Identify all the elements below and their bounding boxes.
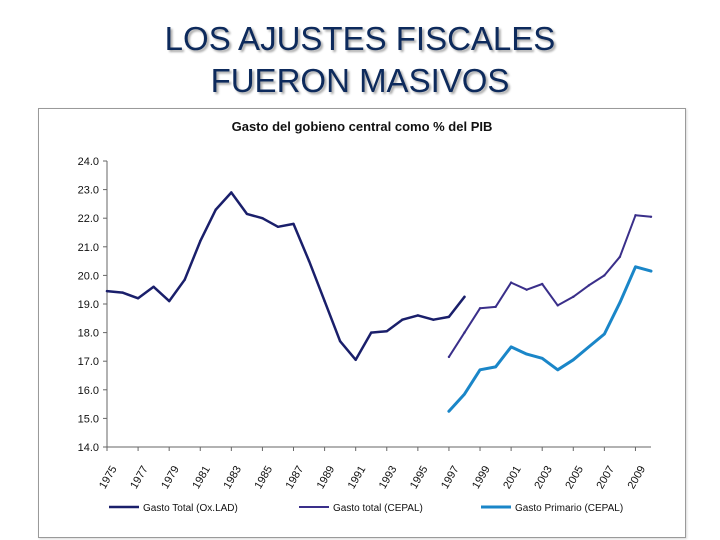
- data-point: [463, 392, 466, 396]
- y-tick-label: 16.0: [78, 385, 99, 397]
- x-tick-label: 1997: [439, 464, 462, 491]
- data-point: [634, 214, 637, 217]
- x-tick-label: 1999: [470, 464, 493, 491]
- chart-legend: Gasto Total (Ox.LAD) Gasto total (CEPAL) G…: [109, 503, 623, 514]
- data-point: [478, 368, 482, 371]
- data-point: [649, 269, 653, 273]
- data-point: [105, 289, 109, 293]
- series-line-2: [447, 214, 652, 358]
- data-point: [385, 329, 388, 333]
- data-point: [618, 301, 622, 304]
- data-point: [463, 331, 466, 334]
- data-point: [230, 191, 233, 194]
- series-line-3: [447, 265, 653, 413]
- x-tick-label: 2007: [594, 464, 617, 491]
- chart-frame: Gasto del gobieno central como % del PIB…: [38, 108, 686, 538]
- data-point: [494, 305, 497, 309]
- chart-series: [105, 191, 653, 413]
- line-chart: Gasto del gobieno central como % del PIB…: [78, 119, 653, 514]
- slide-title: LOS AJUSTES FISCALES FUERON MASIVOS: [0, 18, 720, 102]
- x-tick-label: 1987: [284, 464, 307, 491]
- data-point: [587, 345, 591, 349]
- data-point: [618, 255, 622, 259]
- y-tick-label: 17.0: [78, 356, 99, 368]
- data-point: [354, 358, 357, 361]
- x-tick-label: 1983: [221, 464, 244, 491]
- data-point: [556, 368, 559, 371]
- chart-axes: 14.0 15.0 16.0 17.0 18.0 19.0 20.0 21.0 22.0 23.0…: [78, 156, 651, 491]
- data-point: [183, 278, 186, 281]
- x-tick-label: 2001: [501, 464, 524, 491]
- data-point: [541, 357, 544, 360]
- data-point: [463, 295, 466, 299]
- x-tick-label: 1975: [97, 464, 120, 491]
- x-tick-label: 2003: [532, 464, 555, 491]
- data-point: [603, 274, 606, 277]
- y-tick-label: 18.0: [78, 328, 99, 340]
- data-point: [447, 410, 451, 413]
- data-point: [447, 355, 451, 359]
- y-tick-label: 20.0: [78, 270, 99, 282]
- x-tick-label: 1993: [377, 464, 400, 491]
- data-point: [167, 299, 171, 303]
- legend-label-1: Gasto Total (Ox.LAD): [143, 503, 238, 514]
- data-point: [556, 304, 559, 307]
- data-point: [338, 339, 342, 343]
- data-point: [447, 315, 451, 319]
- data-point: [401, 318, 404, 321]
- data-point: [416, 314, 420, 317]
- data-point: [572, 295, 575, 299]
- data-point: [525, 352, 528, 356]
- y-tick-label: 14.0: [78, 442, 99, 454]
- x-tick-label: 1979: [159, 464, 182, 491]
- chart-title: Gasto del gobieno central como % del PIB: [232, 119, 493, 134]
- data-point: [323, 299, 326, 303]
- legend-label-2: Gasto total (CEPAL): [333, 503, 423, 514]
- data-point: [603, 332, 606, 336]
- data-point: [634, 265, 637, 269]
- data-point: [587, 284, 591, 287]
- data-point: [276, 225, 280, 228]
- slide-title-line-2: FUERON MASIVOS: [210, 62, 510, 99]
- x-tick-label: 1981: [190, 464, 213, 491]
- data-point: [214, 208, 217, 211]
- x-tick-label: 1995: [408, 464, 431, 491]
- data-point: [370, 331, 373, 334]
- data-point: [121, 291, 124, 294]
- x-tick-label: 1989: [315, 464, 338, 491]
- y-tick-label: 23.0: [78, 185, 99, 197]
- y-tick-label: 19.0: [78, 299, 99, 311]
- data-point: [509, 281, 513, 284]
- data-point: [509, 345, 513, 349]
- data-point: [245, 212, 249, 216]
- data-point: [572, 358, 575, 361]
- legend-label-3: Gasto Primario (CEPAL): [515, 503, 623, 514]
- data-point: [292, 222, 295, 226]
- data-point: [494, 365, 497, 369]
- x-tick-label: 1977: [128, 464, 151, 491]
- data-point: [152, 285, 155, 289]
- y-tick-label: 21.0: [78, 242, 99, 254]
- data-point: [136, 297, 140, 300]
- y-tick-label: 15.0: [78, 413, 99, 425]
- x-tick-label: 2009: [626, 464, 649, 491]
- series-line-1: [105, 191, 466, 362]
- data-point: [432, 318, 435, 321]
- x-tick-label: 2005: [563, 464, 586, 491]
- x-tick-label: 1991: [346, 464, 369, 491]
- data-point: [525, 288, 528, 291]
- x-tick-label: 1985: [253, 464, 276, 491]
- y-tick-label: 24.0: [78, 156, 99, 168]
- y-tick-label: 22.0: [78, 213, 99, 225]
- data-point: [649, 215, 653, 218]
- slide-title-line-1: LOS AJUSTES FISCALES: [164, 20, 556, 57]
- data-point: [307, 259, 311, 263]
- data-point: [478, 307, 482, 310]
- data-point: [541, 282, 544, 286]
- data-point: [261, 217, 264, 220]
- data-point: [199, 239, 202, 243]
